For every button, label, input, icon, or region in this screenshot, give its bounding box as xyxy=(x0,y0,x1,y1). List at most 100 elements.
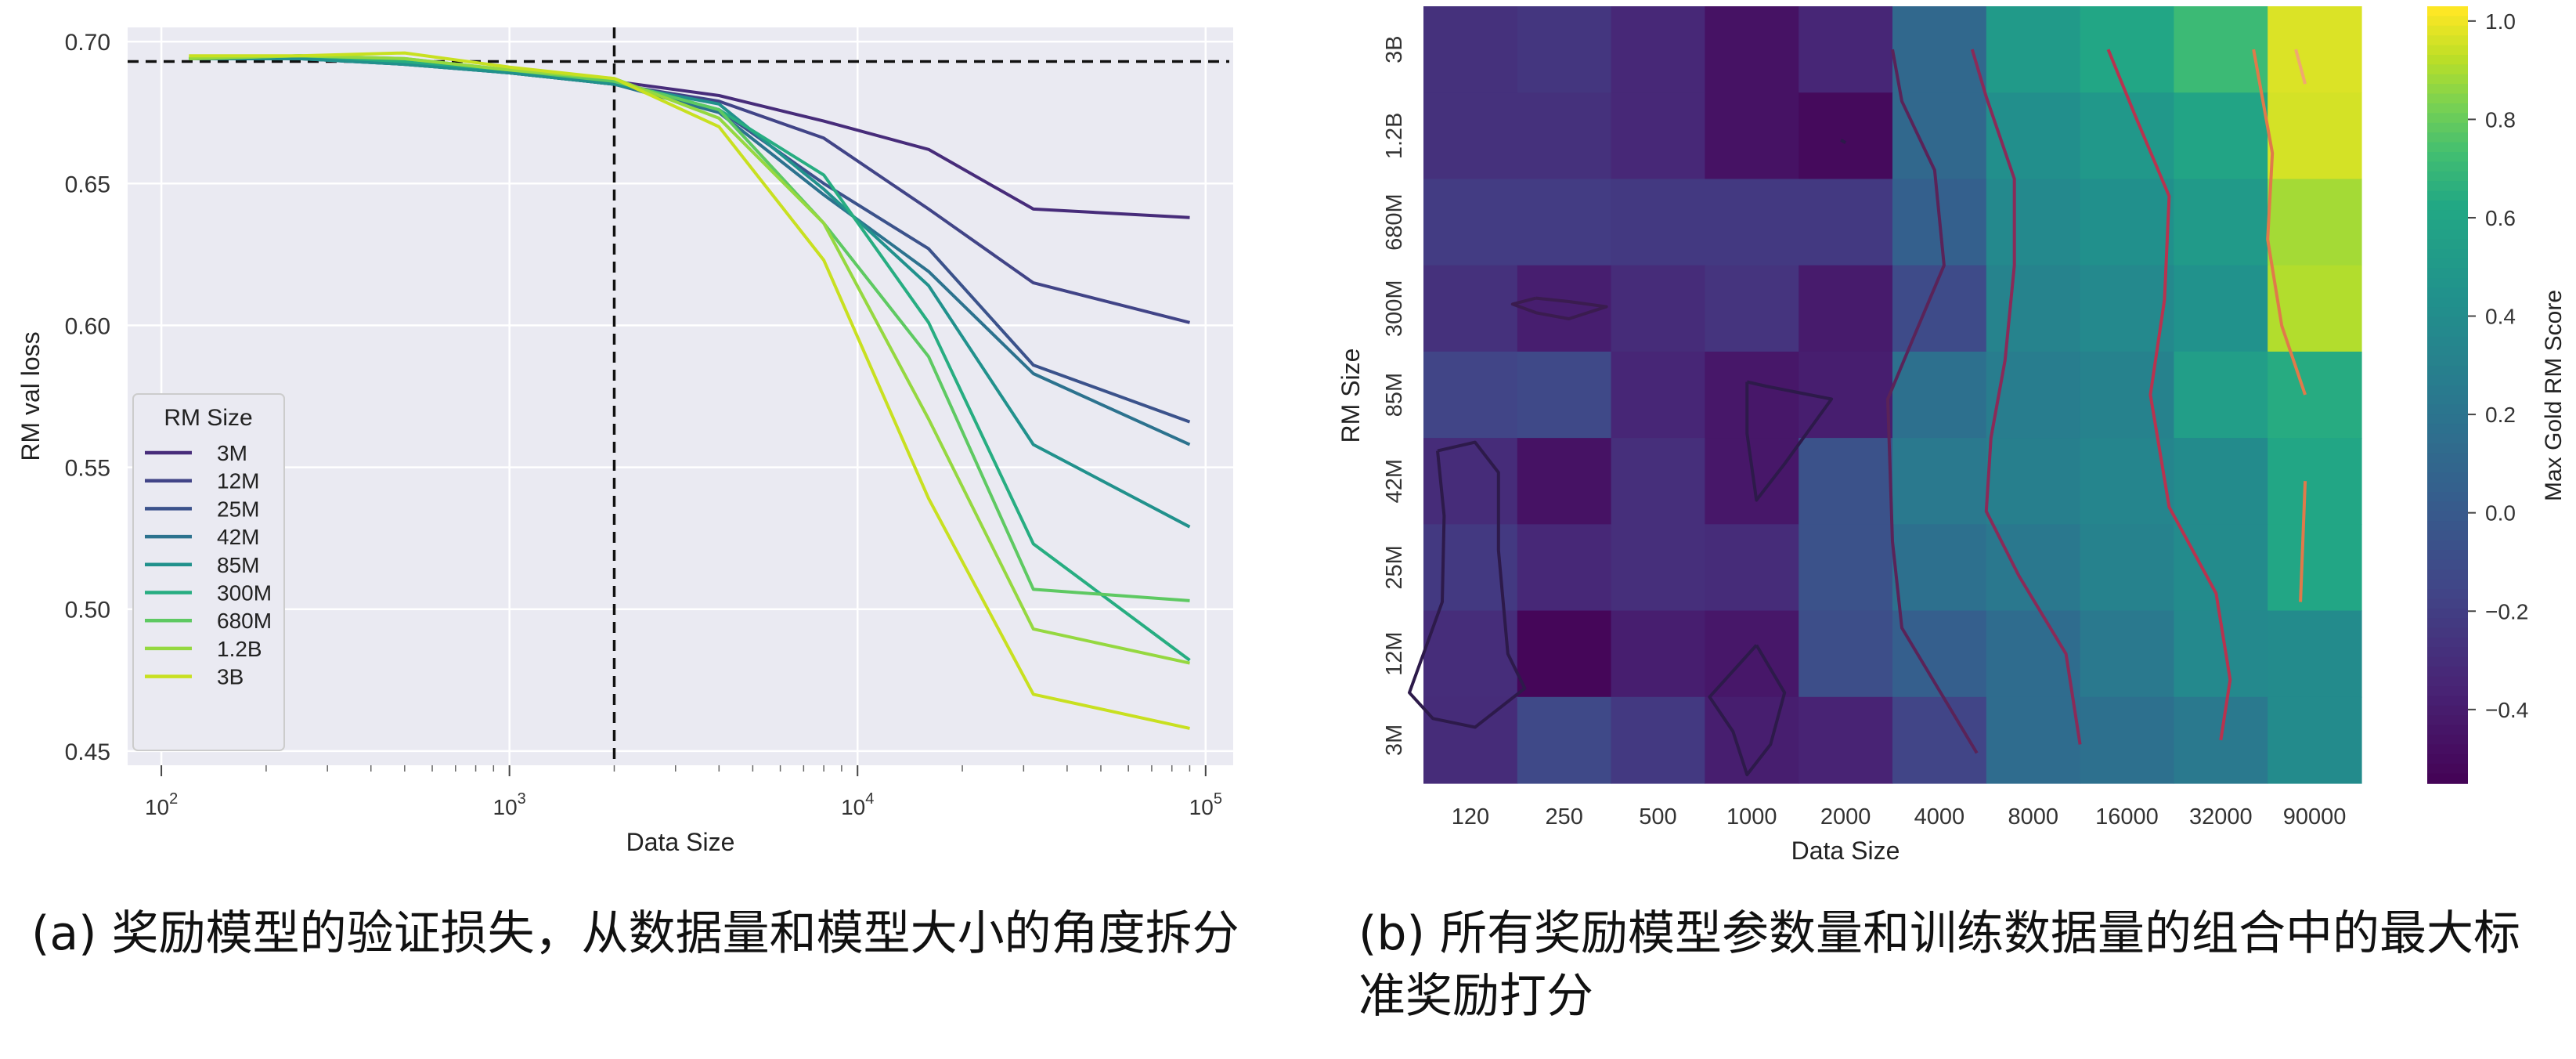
heatmap-cell xyxy=(2080,6,2174,93)
colorbar-segment xyxy=(2427,316,2468,327)
colorbar-segment xyxy=(2427,579,2468,590)
colorbar-segment xyxy=(2427,773,2468,784)
colorbar-segment xyxy=(2427,239,2468,250)
heatmap-cell xyxy=(1423,179,1518,266)
y-tick-label: 0.50 xyxy=(65,598,110,623)
colorbar-segment xyxy=(2427,540,2468,551)
caption-a: (a) 奖励模型的验证损失，从数据量和模型大小的角度拆分 xyxy=(31,906,1239,961)
heatmap-cell xyxy=(1892,92,1987,180)
colorbar-segment xyxy=(2427,589,2468,600)
heatmap-contours xyxy=(1408,49,2307,776)
colorbar-segment xyxy=(2427,327,2468,338)
colorbar-segment xyxy=(2427,482,2468,493)
heatmap-cell xyxy=(1799,438,1893,525)
colorbar-segment xyxy=(2427,569,2468,580)
colorbar-segment xyxy=(2427,627,2468,638)
heatmap-x-tick-label: 32000 xyxy=(2189,804,2253,829)
heatmap-y-tick-label: 85M xyxy=(1382,373,1407,417)
x-tick-base: 10 xyxy=(841,795,865,819)
y-tick-label: 0.55 xyxy=(65,456,110,482)
colorbar-segment xyxy=(2427,6,2468,17)
heatmap-cell xyxy=(1611,438,1705,525)
contour-line xyxy=(1886,49,1979,754)
line-series-group xyxy=(189,51,1191,730)
line-chart-legend: RM Size 3M 12M 25M 42M 85M 300M 680M 1.2B 3B xyxy=(132,393,285,751)
heatmap-cell xyxy=(2174,524,2268,612)
colorbar-segment xyxy=(2427,492,2468,503)
colorbar-segment xyxy=(2427,501,2468,512)
colorbar: −0.4 −0.2 0.0 0.2 0.4 0.6 0.8 1.0 xyxy=(2427,6,2528,784)
heatmap-panel: 120 250 500 1000 2000 4000 8000 16000 32000 90000… xyxy=(1337,6,2567,865)
colorbar-tick-label: 0.8 xyxy=(2485,107,2516,132)
colorbar-segment xyxy=(2427,210,2468,221)
heatmap-cell xyxy=(1892,696,1987,784)
colorbar-segment xyxy=(2427,64,2468,75)
colorbar-segment xyxy=(2427,647,2468,658)
heatmap-cell xyxy=(2080,610,2174,698)
contour-line xyxy=(1840,139,1847,144)
colorbar-segment xyxy=(2427,686,2468,697)
heatmap-cell xyxy=(1423,6,1518,93)
colorbar-segment xyxy=(2427,656,2468,667)
legend-label-300M: 300M xyxy=(217,581,272,605)
heatmap-cell xyxy=(1611,92,1705,180)
heatmap-cell xyxy=(1892,351,1987,439)
colorbar-segment xyxy=(2427,181,2468,192)
heatmap-x-tick-label: 500 xyxy=(1639,804,1676,829)
colorbar-segment xyxy=(2427,638,2468,649)
heatmap-x-tick-label: 16000 xyxy=(2095,804,2159,829)
colorbar-segment xyxy=(2427,298,2468,309)
heatmap-cell xyxy=(1986,696,2081,784)
colorbar-segment xyxy=(2427,84,2468,95)
heatmap-cell xyxy=(1517,524,1612,612)
contour-line xyxy=(1708,644,1787,776)
heatmap-cell xyxy=(1517,351,1612,439)
legend-title: RM Size xyxy=(164,405,252,431)
heatmap-cell xyxy=(1611,179,1705,266)
heatmap-cell xyxy=(1986,438,2081,525)
heatmap-cell xyxy=(1799,524,1893,612)
heatmap-cell xyxy=(1517,610,1612,698)
heatmap-cell xyxy=(1799,265,1893,352)
colorbar-segment xyxy=(2427,676,2468,687)
heatmap-cell xyxy=(1705,179,1799,266)
colorbar-segment xyxy=(2427,618,2468,629)
colorbar-segment xyxy=(2427,103,2468,114)
y-tick-label: 0.65 xyxy=(65,172,110,197)
legend-label-3M: 3M xyxy=(217,441,247,465)
x-tick-label: 104 xyxy=(841,790,874,819)
heatmap-cell xyxy=(2268,6,2362,93)
heatmap-cell xyxy=(1517,6,1612,93)
legend-frame xyxy=(132,393,285,751)
colorbar-segment xyxy=(2427,754,2468,764)
heatmap-cell xyxy=(2174,351,2268,439)
colorbar-tick-label: 0.0 xyxy=(2485,501,2516,526)
heatmap-y-tick-label: 3M xyxy=(1382,725,1407,756)
heatmap-cell xyxy=(2268,438,2362,525)
y-tick-label: 0.70 xyxy=(65,30,110,56)
heatmap-cell xyxy=(1611,696,1705,784)
x-tick-label: 102 xyxy=(145,790,178,819)
legend-label-12M: 12M xyxy=(217,469,259,493)
colorbar-segment xyxy=(2427,395,2468,406)
heatmap-cell xyxy=(1705,351,1799,439)
colorbar-segment xyxy=(2427,511,2468,522)
colorbar-segment xyxy=(2427,25,2468,36)
heatmap-cell xyxy=(1892,6,1987,93)
heatmap-cell xyxy=(1986,524,2081,612)
heatmap-cell xyxy=(1986,92,2081,180)
heatmap-cell xyxy=(2080,179,2174,266)
heatmap-y-tick-label: 42M xyxy=(1382,459,1407,503)
legend-label-680M: 680M xyxy=(217,609,272,633)
heatmap-y-tick-label: 300M xyxy=(1382,280,1407,338)
heatmap-cell xyxy=(1517,438,1612,525)
heatmap-cell xyxy=(1799,179,1893,266)
colorbar-segment xyxy=(2427,550,2468,561)
heatmap-x-tick-label: 90000 xyxy=(2283,804,2347,829)
x-tick-exponent: 5 xyxy=(1214,790,1222,808)
colorbar-segment xyxy=(2427,559,2468,570)
contour-line xyxy=(1745,380,1834,502)
heatmap-cell xyxy=(2080,696,2174,784)
x-tick-exponent: 3 xyxy=(518,790,526,808)
